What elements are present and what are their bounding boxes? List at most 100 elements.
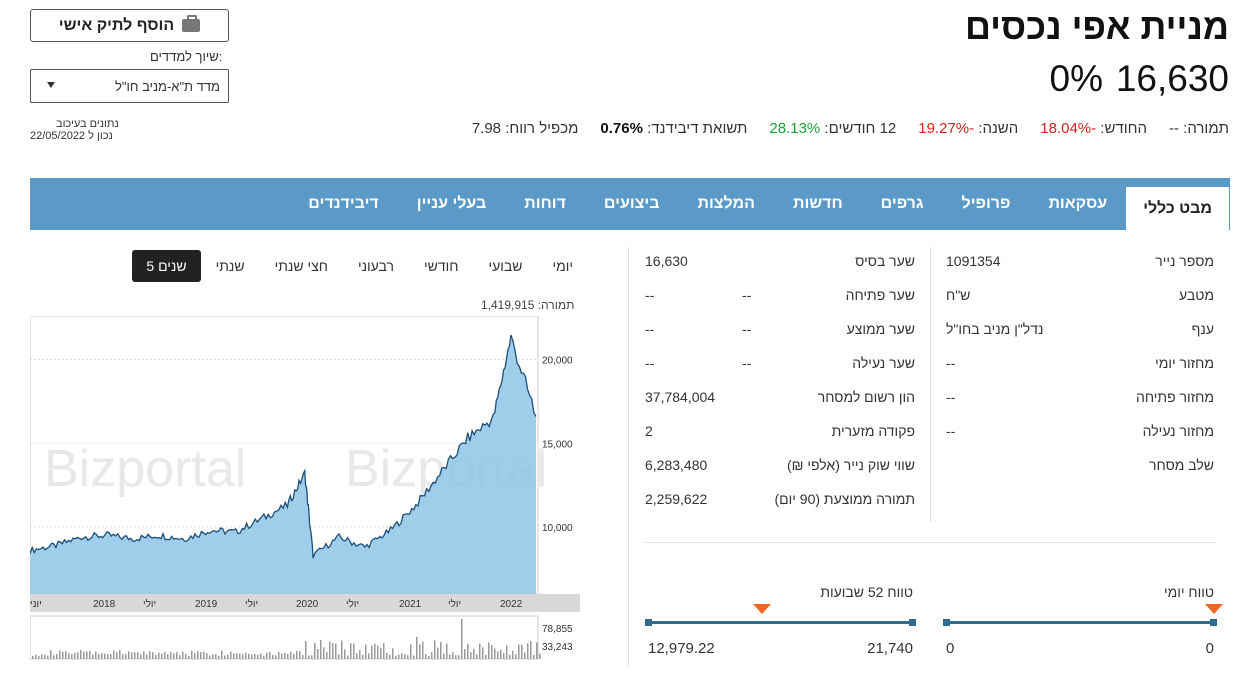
range-high: 0 [946,640,955,657]
stat-item: השנה: -19.27% [918,120,1018,137]
volume-bar [332,643,334,659]
info-value: 1091354 [946,253,1001,269]
price-area [30,335,536,594]
index-select[interactable]: מדד ת"א-מניב חו"ל [30,69,229,103]
stat-label: מכפיל רווח: [501,120,579,137]
tab-7[interactable]: דוחות [524,195,566,212]
volume-bar [380,647,382,659]
volume-bar [329,641,331,659]
info-label: שער פתיחה [845,287,915,303]
volume-bar [497,651,499,659]
x-tick-label: יולי [245,598,258,610]
period-2[interactable]: חודשי [423,258,459,274]
volume-bar [152,652,154,659]
tab-2[interactable]: פרופיל [961,195,1011,212]
volume-bar [104,653,106,659]
tab-bar: מבט כללי עסקאות פרופיל גרפים חדשות המלצות ביצו… [30,178,1230,230]
tab-0[interactable]: מבט כללי [1126,187,1229,230]
volume-bar [164,651,166,659]
volume-bar [233,653,235,659]
volume-bar [41,654,43,659]
x-tick-label: יולי [448,598,461,610]
volume-bar [197,651,199,659]
volume-tick-label: 78,855 [542,624,573,635]
info-value: 6,283,480 [645,457,708,473]
volume-bar [59,650,61,659]
tab-5[interactable]: המלצות [697,195,755,212]
volume-bar [536,642,538,659]
range-bar [946,621,1214,624]
stat-label: תמורה: [1179,120,1229,137]
volume-bar [47,655,49,659]
volume-bar [482,647,484,659]
price-line [30,334,537,559]
volume-bar [530,640,532,659]
volume-bar [239,653,241,659]
volume-bar [326,651,328,659]
tab-1[interactable]: עסקאות [1048,195,1108,212]
x-tick-label: 2022 [500,599,523,610]
volume-bar [134,652,136,659]
volume-bar [305,640,307,659]
briefcase-icon [182,15,201,32]
add-to-portfolio-button[interactable]: הוסף לתיק אישי [30,9,229,42]
volume-bar [251,654,253,659]
info-row: תמורה ממוצעת (90 יום) 2,259,622 [0,491,1243,511]
date-note: נכון ל 22/05/2022 [30,130,113,142]
tab-8[interactable]: בעלי עניין [416,195,487,212]
tab-6[interactable]: ביצועים [603,195,660,212]
volume-bar [413,655,415,659]
volume-bar [140,654,142,659]
volume-bar [320,640,322,659]
stat-value: -18.04% [1040,120,1097,137]
info-row: פקודה מזערית 2 [0,423,1243,443]
info-value: -- [645,287,655,303]
range-marker [1205,604,1223,614]
volume-bar [107,654,109,659]
stat-item: תמורה: -- [1169,120,1229,137]
volume-bar [443,653,445,659]
tab-9[interactable]: דיבידנדים [308,195,379,212]
volume-bar [155,654,157,659]
range-low: 0 [1205,640,1214,657]
period-1[interactable]: שבועי [488,258,523,274]
volume-bar [173,653,175,659]
volume-bar [389,654,391,659]
chevron-down-icon [47,82,55,88]
x-tick-label: יולי [346,598,359,610]
volume-bar [242,654,244,659]
watermark-logo: Bizportal [44,440,246,498]
index-label: שיוך למדדים: [150,49,223,64]
volume-bar [44,654,46,659]
volume-bar [410,644,412,659]
period-6[interactable]: 5 שנים [132,250,201,282]
period-5[interactable]: שנתי [215,258,245,274]
volume-bar [221,650,223,659]
period-0[interactable]: יומי [552,258,573,274]
stat-value: -19.27% [918,120,975,137]
volume-label: תמורה: 1,419,915 [481,298,575,312]
volume-bar [464,648,466,659]
volume-bar [404,653,406,659]
info-label: מחזור נעילה [1142,423,1214,439]
volume-bar [212,654,214,659]
volume-bar [185,653,187,659]
period-3[interactable]: רבעוני [357,258,394,274]
index-select-value: מדד ת"א-מניב חו"ל [115,79,220,94]
volume-bar [470,652,472,659]
volume-bar [335,643,337,659]
period-4[interactable]: חצי שנתי [274,258,328,274]
page-title: מניית אפי נכסים [964,6,1229,47]
tab-4[interactable]: חדשות [792,195,843,212]
tab-3[interactable]: גרפים [880,195,924,212]
stat-value: 0.76% [600,120,643,137]
price-change: 0% [1049,58,1103,99]
volume-bar [434,640,436,659]
info-placeholder: -- [742,287,752,303]
divider [930,247,931,522]
info-label: פקודה מזערית [831,423,915,439]
volume-bar [62,651,64,659]
info-value: -- [946,355,956,371]
volume-bar [506,645,508,659]
info-row: מספר נייר 1091354 [0,253,1243,273]
